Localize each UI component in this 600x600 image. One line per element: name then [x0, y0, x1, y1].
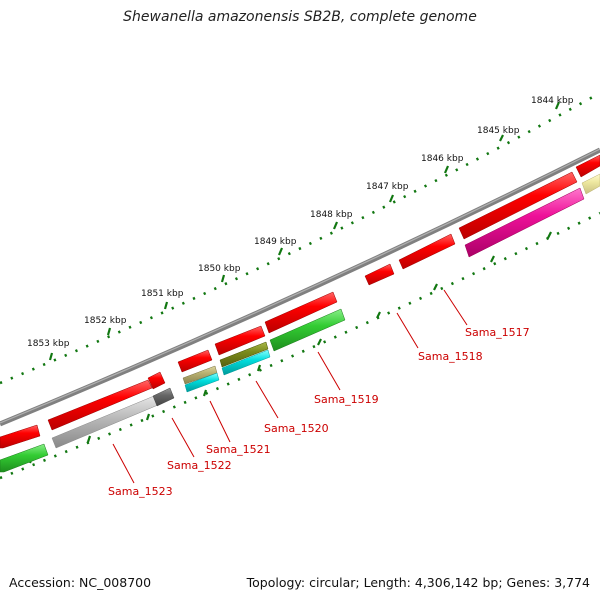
genome-backbone-highlight — [0, 148, 600, 424]
feature-bar-olive[interactable] — [219, 341, 269, 368]
feature-bar-green[interactable] — [269, 308, 346, 352]
gene-arrow[interactable] — [264, 291, 338, 334]
gene-arrow[interactable] — [47, 379, 153, 431]
cog-track — [0, 173, 600, 473]
cds-forward-track — [0, 154, 600, 449]
inner-scale-track — [0, 211, 600, 480]
gene-label-sama-1521[interactable]: Sama_1521 — [206, 443, 271, 456]
scale-track — [0, 91, 600, 385]
gene-label-sama-1518[interactable]: Sama_1518 — [418, 350, 483, 363]
gene-label-sama-1517[interactable]: Sama_1517 — [465, 326, 530, 339]
feature-bar-dark[interactable] — [152, 387, 175, 407]
feature-bar-yellow[interactable] — [581, 173, 600, 195]
tick-label: 1851 kbp — [141, 289, 184, 299]
genome-summary-text: Topology: circular; Length: 4,306,142 bp… — [246, 575, 590, 590]
gene-arrow[interactable] — [364, 263, 395, 286]
gene-label-sama-1522[interactable]: Sama_1522 — [167, 459, 232, 472]
gene-label-sama-1519[interactable]: Sama_1519 — [314, 393, 379, 406]
tick-label: 1847 kbp — [366, 182, 409, 192]
tick-label: 1845 kbp — [477, 126, 520, 136]
tick-label: 1848 kbp — [310, 210, 353, 220]
gene-arrow[interactable] — [458, 171, 578, 240]
label-leaders — [112, 289, 468, 484]
tick-label: 1850 kbp — [198, 264, 241, 274]
inner-major-ticks — [28, 231, 552, 464]
gene-label-sama-1520[interactable]: Sama_1520 — [264, 422, 329, 435]
tick-label: 1844 kbp — [531, 96, 574, 106]
gene-label-sama-1523[interactable]: Sama_1523 — [108, 485, 173, 498]
tick-label: 1849 kbp — [254, 237, 297, 247]
genome-backbone — [0, 147, 600, 427]
gene-labels: Sama_1517 Sama_1518 Sama_1519 Sama_1520 … — [108, 326, 530, 498]
tick-label: 1853 kbp — [27, 339, 70, 349]
feature-bar-cyan[interactable] — [221, 349, 271, 376]
major-ticks — [48, 101, 561, 361]
scale-labels: 1844 kbp 1845 kbp 1846 kbp 1847 kbp 1848… — [27, 96, 574, 349]
feature-bar-magenta[interactable] — [464, 187, 585, 258]
gene-arrow[interactable] — [398, 233, 456, 270]
tick-label: 1852 kbp — [84, 316, 127, 326]
accession-text: Accession: NC_008700 — [9, 575, 152, 590]
feature-bar-cyan[interactable] — [184, 372, 220, 393]
gene-arrow[interactable] — [575, 154, 600, 178]
gene-arrow[interactable] — [0, 424, 41, 449]
map-title: Shewanella amazonensis SB2B, complete ge… — [123, 9, 477, 25]
gene-arrow[interactable] — [214, 325, 266, 356]
gene-arrow[interactable] — [177, 349, 213, 373]
gene-arrow[interactable] — [147, 371, 166, 390]
tick-label: 1846 kbp — [421, 154, 464, 164]
feature-bar-green[interactable] — [0, 443, 49, 473]
